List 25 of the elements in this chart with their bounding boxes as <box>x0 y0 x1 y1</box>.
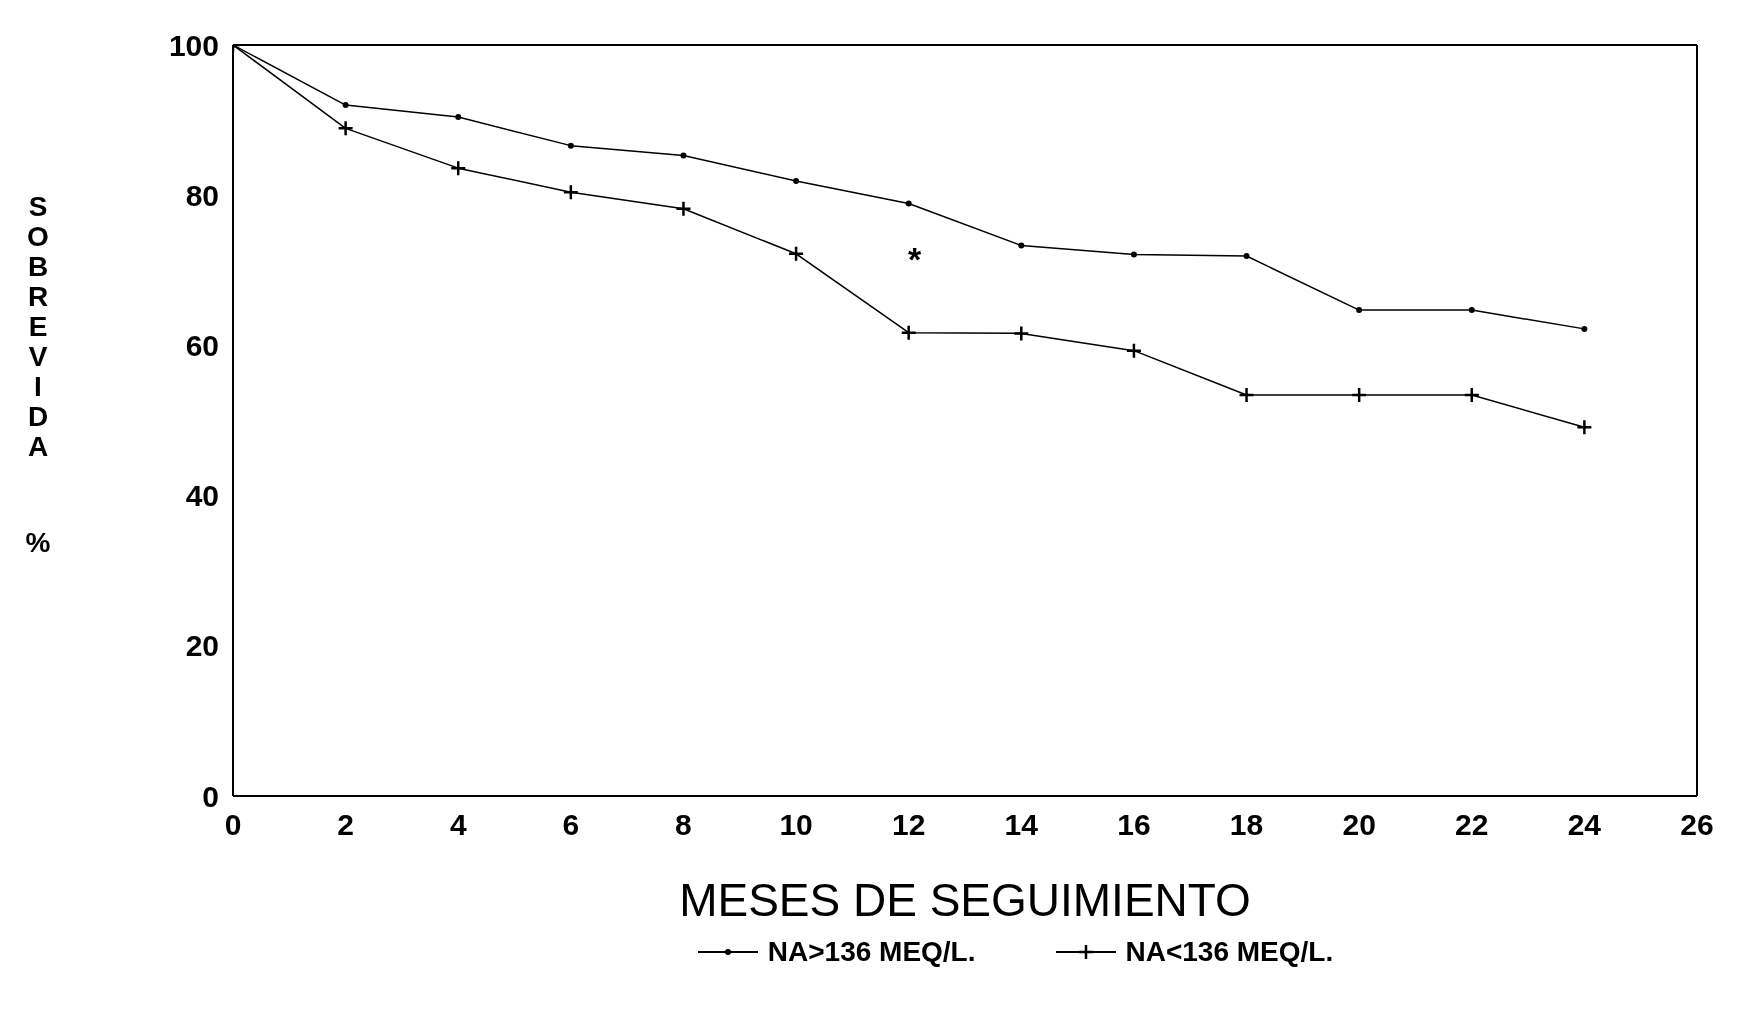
x-tick-label: 18 <box>1229 808 1264 842</box>
x-tick-label: 0 <box>224 808 242 842</box>
legend-label: NA>136 MEQ/L. <box>767 936 976 968</box>
y-tick-label: 0 <box>202 779 219 813</box>
y-tick-label: 20 <box>185 629 219 663</box>
x-tick-label: 24 <box>1567 808 1602 842</box>
x-tick-label: 8 <box>675 808 692 842</box>
x-tick-label: 4 <box>449 808 467 842</box>
x-tick-label: 16 <box>1117 808 1151 842</box>
x-axis-title: MESES DE SEGUIMIENTO <box>679 874 1251 926</box>
y-tick-label: 40 <box>185 479 219 513</box>
x-tick-label: 26 <box>1680 808 1714 842</box>
x-tick-label: 20 <box>1342 808 1376 842</box>
y-tick-label: 100 <box>168 28 219 62</box>
x-tick-label: 22 <box>1455 808 1489 842</box>
text: SOBREVIDA % <box>25 190 51 558</box>
annotation: * <box>908 240 922 279</box>
x-tick-label: 2 <box>337 808 354 842</box>
x-tick-label: 14 <box>1004 808 1039 842</box>
y-tick-label: 60 <box>185 329 219 363</box>
x-tick-label: 6 <box>562 808 580 842</box>
legend-label: NA<136 MEQ/L. <box>1125 936 1334 968</box>
y-tick-label: 80 <box>185 178 219 212</box>
x-tick-label: 10 <box>779 808 813 842</box>
x-tick-label: 12 <box>892 808 926 842</box>
